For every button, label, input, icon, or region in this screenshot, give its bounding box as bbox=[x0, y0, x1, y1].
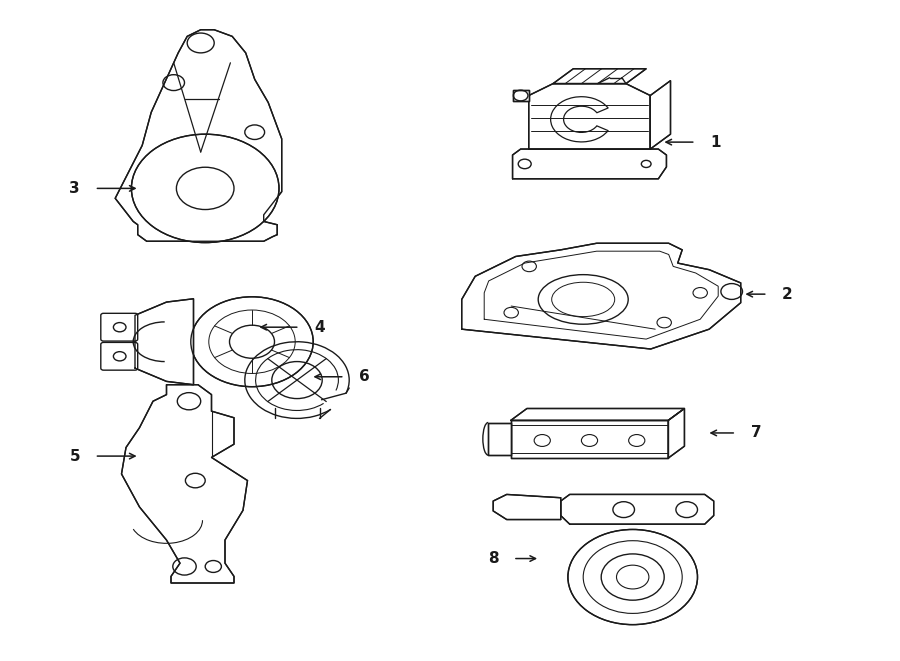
Polygon shape bbox=[462, 243, 741, 349]
Circle shape bbox=[131, 134, 279, 243]
Polygon shape bbox=[122, 385, 248, 583]
Polygon shape bbox=[650, 81, 670, 149]
Polygon shape bbox=[493, 494, 561, 520]
Text: 2: 2 bbox=[782, 287, 793, 301]
Polygon shape bbox=[553, 69, 646, 84]
Polygon shape bbox=[511, 408, 685, 420]
Text: 6: 6 bbox=[359, 369, 370, 384]
Polygon shape bbox=[668, 408, 685, 458]
Text: 4: 4 bbox=[314, 320, 325, 334]
Text: 5: 5 bbox=[69, 449, 80, 463]
Polygon shape bbox=[135, 299, 194, 385]
Text: 7: 7 bbox=[751, 426, 761, 440]
Polygon shape bbox=[115, 30, 282, 241]
Text: 1: 1 bbox=[710, 135, 721, 149]
Circle shape bbox=[191, 297, 313, 387]
FancyBboxPatch shape bbox=[101, 342, 138, 370]
Polygon shape bbox=[512, 149, 666, 179]
Polygon shape bbox=[561, 494, 714, 524]
Circle shape bbox=[568, 529, 698, 625]
FancyBboxPatch shape bbox=[101, 313, 138, 341]
Polygon shape bbox=[488, 423, 511, 455]
Polygon shape bbox=[512, 90, 529, 102]
Text: 8: 8 bbox=[488, 551, 499, 566]
Polygon shape bbox=[511, 420, 668, 458]
Polygon shape bbox=[529, 84, 650, 149]
Text: 3: 3 bbox=[69, 181, 80, 196]
